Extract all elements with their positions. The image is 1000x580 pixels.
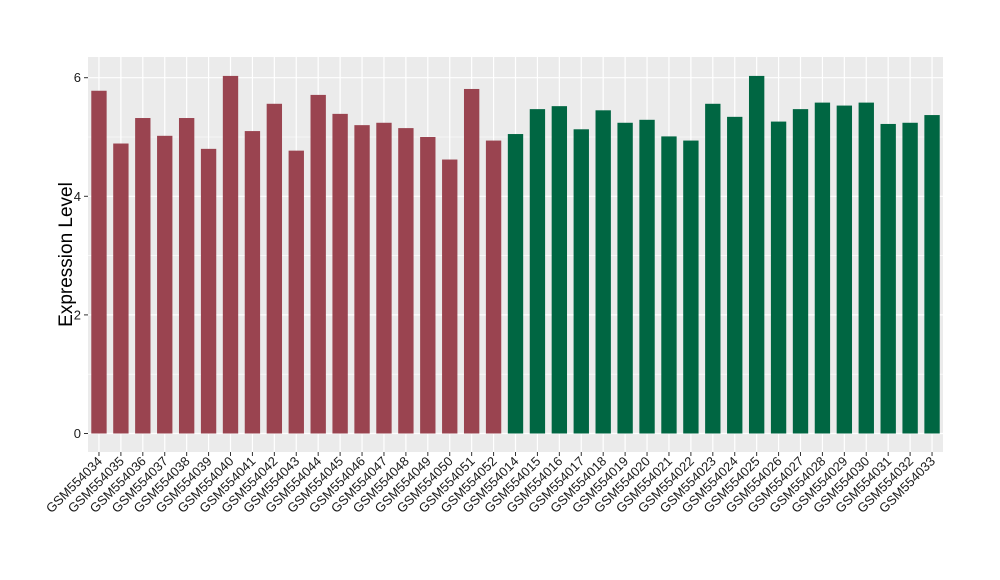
- bar-GSM554041: [244, 131, 261, 434]
- bar-GSM554016: [551, 106, 568, 434]
- y-tick-label: 0: [74, 426, 81, 441]
- bar-GSM554014: [507, 134, 524, 434]
- bar-series: [91, 75, 940, 434]
- bar-GSM554021: [661, 136, 677, 434]
- bar-GSM554036: [135, 118, 151, 434]
- bar-GSM554025: [748, 75, 765, 434]
- bar-GSM554037: [157, 135, 173, 434]
- bar-GSM554017: [573, 129, 589, 434]
- bar-GSM554051: [463, 88, 480, 434]
- x-axis: GSM554034GSM554035GSM554036GSM554037GSM5…: [43, 452, 938, 516]
- bar-GSM554027: [792, 109, 809, 434]
- bar-GSM554038: [178, 118, 195, 434]
- bar-GSM554044: [310, 94, 326, 434]
- y-tick-label: 4: [74, 189, 81, 204]
- bar-GSM554029: [836, 105, 853, 434]
- bar-GSM554033: [924, 115, 940, 434]
- bar-GSM554039: [200, 148, 217, 434]
- bar-GSM554034: [91, 90, 107, 434]
- y-tick-label: 6: [74, 70, 81, 85]
- bar-GSM554050: [442, 159, 458, 434]
- bar-GSM554026: [770, 121, 787, 434]
- bar-GSM554028: [814, 102, 831, 434]
- bar-GSM554045: [332, 113, 348, 434]
- bar-GSM554030: [858, 102, 874, 434]
- bar-GSM554020: [639, 119, 655, 434]
- bar-GSM554047: [376, 122, 392, 434]
- bar-GSM554032: [902, 122, 918, 434]
- bar-GSM554046: [354, 125, 370, 434]
- bar-GSM554023: [705, 103, 721, 434]
- y-tick-label: 2: [74, 307, 81, 322]
- bar-GSM554042: [266, 103, 283, 434]
- bar-GSM554048: [398, 128, 414, 434]
- y-axis-title: Expression Level: [56, 182, 77, 327]
- bar-GSM554024: [727, 116, 743, 434]
- bar-GSM554018: [595, 110, 611, 434]
- bar-GSM554035: [113, 143, 129, 434]
- bar-GSM554052: [485, 140, 502, 434]
- bar-GSM554022: [683, 140, 699, 434]
- bar-GSM554043: [288, 150, 304, 434]
- bar-GSM554049: [420, 137, 436, 434]
- bar-GSM554015: [529, 109, 546, 434]
- y-axis: 0 2 4 6: [74, 70, 88, 441]
- bar-GSM554031: [880, 123, 896, 434]
- bar-GSM554019: [617, 122, 633, 434]
- bar-GSM554040: [222, 75, 239, 434]
